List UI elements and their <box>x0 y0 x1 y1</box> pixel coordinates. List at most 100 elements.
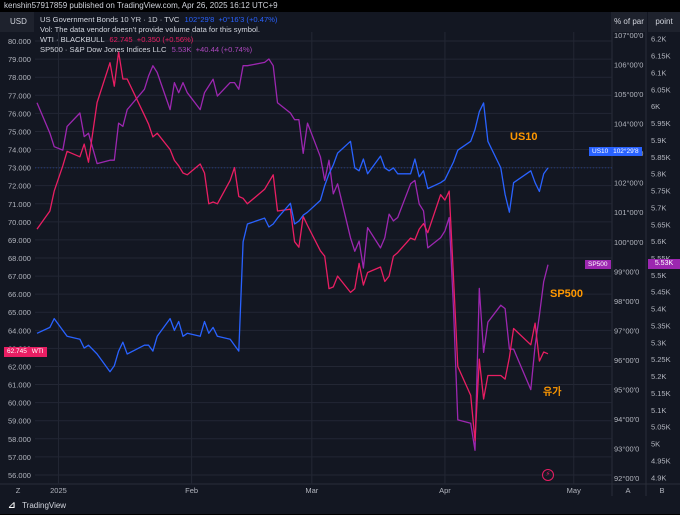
usd-tick-label: 70.000 <box>8 218 31 227</box>
legend-main[interactable]: US Government Bonds 10 YR · 1D · TVC 102… <box>40 15 277 25</box>
point-tick-label: 4.9K <box>651 473 666 482</box>
series-line-us10 <box>36 102 549 373</box>
pct-tick-label: 104°00'0 <box>614 120 643 129</box>
point-tick-label: 5.35K <box>651 321 671 330</box>
usd-label: USD <box>10 17 27 26</box>
usd-axis-header: USD <box>0 12 34 32</box>
point-tick-label: 6.2K <box>651 35 666 44</box>
sp500-value: 5.53K <box>171 45 192 54</box>
usd-tick-label: 78.000 <box>8 73 31 82</box>
pct-of-par-label: % of par <box>614 17 644 26</box>
pct-tick-label: 95°00'0 <box>614 385 639 394</box>
usd-tick-label: 64.000 <box>8 326 31 335</box>
main-symbol-title: US Government Bonds 10 YR · 1D · TVC <box>40 15 180 24</box>
wti-price-tag: 62.745 WTI <box>4 347 47 357</box>
point-tick-label: 5.75K <box>651 187 671 196</box>
sp500-name-tag: SP500 <box>585 260 611 269</box>
series-lines <box>36 51 549 451</box>
series-line-sp500 <box>36 58 549 451</box>
legend-wti[interactable]: WTI · BLACKBULL 62.745 +0.350 (+0.56%) <box>40 35 277 45</box>
main-symbol-change: +0°16'3 (+0.47%) <box>218 15 278 24</box>
pct-tick-label: 98°00'0 <box>614 297 639 306</box>
scale-toggle-z: Z <box>16 486 21 495</box>
point-tick-label: 5.85K <box>651 153 671 162</box>
usd-axis-strip <box>0 32 35 484</box>
usd-tick-label: 74.000 <box>8 146 31 155</box>
usd-tick-label: 71.000 <box>8 200 31 209</box>
pct-tick-label: 94°00'0 <box>614 415 639 424</box>
point-tick-label: 5.95K <box>651 119 671 128</box>
point-label: point <box>655 17 673 26</box>
us10-price-tag: US10 102°29'8 <box>589 147 642 156</box>
x-tick-label: 2025 <box>50 486 67 495</box>
usd-tick-label: 58.000 <box>8 435 31 444</box>
footer-bar: ⊿ TradingView <box>0 496 680 514</box>
usd-tick-label: 73.000 <box>8 164 31 173</box>
point-tick-label: 5.7K <box>651 203 666 212</box>
sp500-change: +40.44 (+0.74%) <box>195 45 253 54</box>
point-tick-label: 5.55K <box>651 254 671 263</box>
x-tick-label: Apr <box>439 486 451 495</box>
usd-tick-label: 68.000 <box>8 254 31 263</box>
point-tick-label: 5.4K <box>651 305 666 314</box>
usd-tick-label: 56.000 <box>8 471 31 480</box>
point-tick-label: 4.95K <box>651 456 671 465</box>
point-tick-label: 5.05K <box>651 423 671 432</box>
wti-title: WTI · BLACKBULL <box>40 35 105 44</box>
usd-tick-label: 77.000 <box>8 91 31 100</box>
published-by-line: kenshin57917859 published on TradingView… <box>0 0 680 12</box>
usd-tick-label: 79.000 <box>8 55 31 64</box>
pct-tick-label: 102°00'0 <box>614 179 643 188</box>
point-tick-label: 5.1K <box>651 406 666 415</box>
axis-ticks: 80.000 79.000 78.000 77.000 76.000 75.000 74.0… <box>8 31 671 495</box>
x-tick-label: May <box>567 486 581 495</box>
pct-axis-header: % of par <box>612 12 646 32</box>
usd-tick-label: 59.000 <box>8 417 31 426</box>
point-tick-label: 5.6K <box>651 237 666 246</box>
point-tick-label: 5.2K <box>651 372 666 381</box>
pct-tick-label: 93°00'0 <box>614 445 639 454</box>
pct-tick-label: 100°00'0 <box>614 238 643 247</box>
chart-legend: US Government Bonds 10 YR · 1D · TVC 102… <box>40 15 277 55</box>
point-tick-label: 6.15K <box>651 52 671 61</box>
usd-tick-label: 66.000 <box>8 290 31 299</box>
tradingview-logo-icon: ⊿ <box>8 500 16 510</box>
wti-tag-name: WTI <box>31 348 44 355</box>
annotation-sp500[interactable]: SP500 <box>550 288 584 300</box>
volume-note: Vol: The data vendor doesn't provide vol… <box>40 25 260 34</box>
point-tick-label: 6.1K <box>651 68 666 77</box>
usd-tick-label: 72.000 <box>8 182 31 191</box>
pct-tick-label: 105°00'0 <box>614 90 643 99</box>
point-tick-label: 5.9K <box>651 136 666 145</box>
pct-tick-label: 107°00'0 <box>614 31 643 40</box>
point-tick-label: 5.45K <box>651 288 671 297</box>
tradingview-brand[interactable]: TradingView <box>22 501 67 510</box>
usd-tick-label: 60.000 <box>8 399 31 408</box>
pct-tick-label: 101°00'0 <box>614 208 643 217</box>
point-tick-label: 6K <box>651 102 660 111</box>
us10-tag-name: US10 <box>592 148 609 155</box>
legend-sp500[interactable]: SP500 · S&P Dow Jones Indices LLC 5.53K … <box>40 45 277 55</box>
point-tick-label: 5.3K <box>651 338 666 347</box>
lightning-icon[interactable]: ⚡ <box>542 469 554 481</box>
scale-toggle-b: B <box>659 486 664 495</box>
annotation-us10[interactable]: US10 <box>510 131 538 143</box>
sp500-value-tag: 5.53K <box>648 259 680 269</box>
usd-tick-label: 57.000 <box>8 453 31 462</box>
x-tick-label: Mar <box>305 486 318 495</box>
wti-tag-value: 62.745 <box>7 348 27 355</box>
scale-toggle-a: A <box>625 486 630 495</box>
x-tick-label: Feb <box>185 486 198 495</box>
grid-lines <box>0 12 680 496</box>
pct-tick-label: 96°00'0 <box>614 356 639 365</box>
wti-value: 62.745 <box>109 35 133 44</box>
usd-tick-label: 62.000 <box>8 362 31 371</box>
point-tick-label: 5.25K <box>651 355 671 364</box>
point-tick-label: 5.5K <box>651 271 666 280</box>
usd-tick-label: 80.000 <box>8 37 31 46</box>
pct-tick-label: 99°00'0 <box>614 267 639 276</box>
annotation-oil[interactable]: 유가 <box>543 387 562 398</box>
usd-tick-label: 65.000 <box>8 308 31 317</box>
usd-tick-label: 67.000 <box>8 272 31 281</box>
